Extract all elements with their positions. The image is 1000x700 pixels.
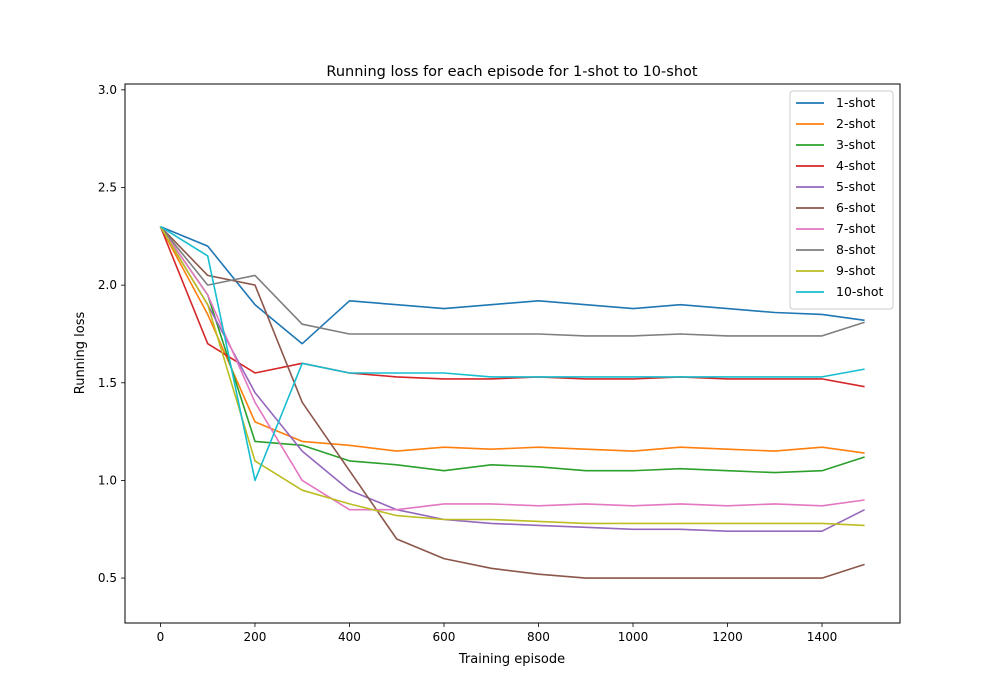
x-tick-label: 1200 — [712, 630, 743, 644]
series-line-10-shot — [159, 225, 865, 482]
series-line-9-shot — [159, 226, 865, 527]
legend-label: 3-shot — [836, 137, 876, 152]
y-axis-label: Running loss — [73, 312, 88, 395]
y-tick-label: 2.5 — [98, 181, 117, 195]
x-tick-label: 1000 — [618, 630, 649, 644]
legend: 1-shot 2-shot 3-shot 4-shot 5-shot 6-shot 7-sh… — [789, 90, 894, 310]
legend-label: 7-shot — [836, 221, 876, 236]
legend-label: 9-shot — [836, 263, 876, 278]
legend-label: 1-shot — [836, 95, 876, 110]
x-tick-label: 200 — [244, 630, 267, 644]
y-tick-label: 3.0 — [98, 83, 117, 97]
legend-label: 2-shot — [836, 116, 876, 131]
x-axis-label: Training episode — [458, 652, 565, 667]
x-tick-label: 800 — [527, 630, 550, 644]
y-tick-label: 1.0 — [98, 473, 117, 487]
series-line-4-shot — [159, 226, 865, 388]
x-tick-label: 600 — [433, 630, 456, 644]
legend-label: 10-shot — [836, 284, 883, 299]
axes-layer: 0 200 400 600 800 1000 1200 1400 0.5 1.0 1.5 2.0 2.5… — [98, 83, 837, 644]
series-line-3-shot — [159, 226, 865, 474]
series-line-6-shot — [159, 226, 865, 579]
x-tick-label: 0 — [157, 630, 165, 644]
legend-label: 8-shot — [836, 242, 876, 257]
y-tick-label: 1.5 — [98, 376, 117, 390]
y-tick-label: 2.0 — [98, 278, 117, 292]
series-line-2-shot — [159, 226, 865, 454]
legend-label: 4-shot — [836, 158, 876, 173]
y-tick-label: 0.5 — [98, 571, 117, 585]
plot-layer — [159, 225, 865, 579]
legend-label: 6-shot — [836, 200, 876, 215]
series-line-8-shot — [159, 226, 865, 337]
plot-frame — [124, 83, 901, 624]
series-line-1-shot — [160, 225, 865, 345]
x-tick-label: 1400 — [807, 630, 838, 644]
series-line-7-shot — [159, 226, 865, 511]
chart-title: Running loss for each episode for 1-shot… — [326, 64, 697, 80]
x-tick-label: 400 — [338, 630, 361, 644]
legend-label: 5-shot — [836, 179, 876, 194]
